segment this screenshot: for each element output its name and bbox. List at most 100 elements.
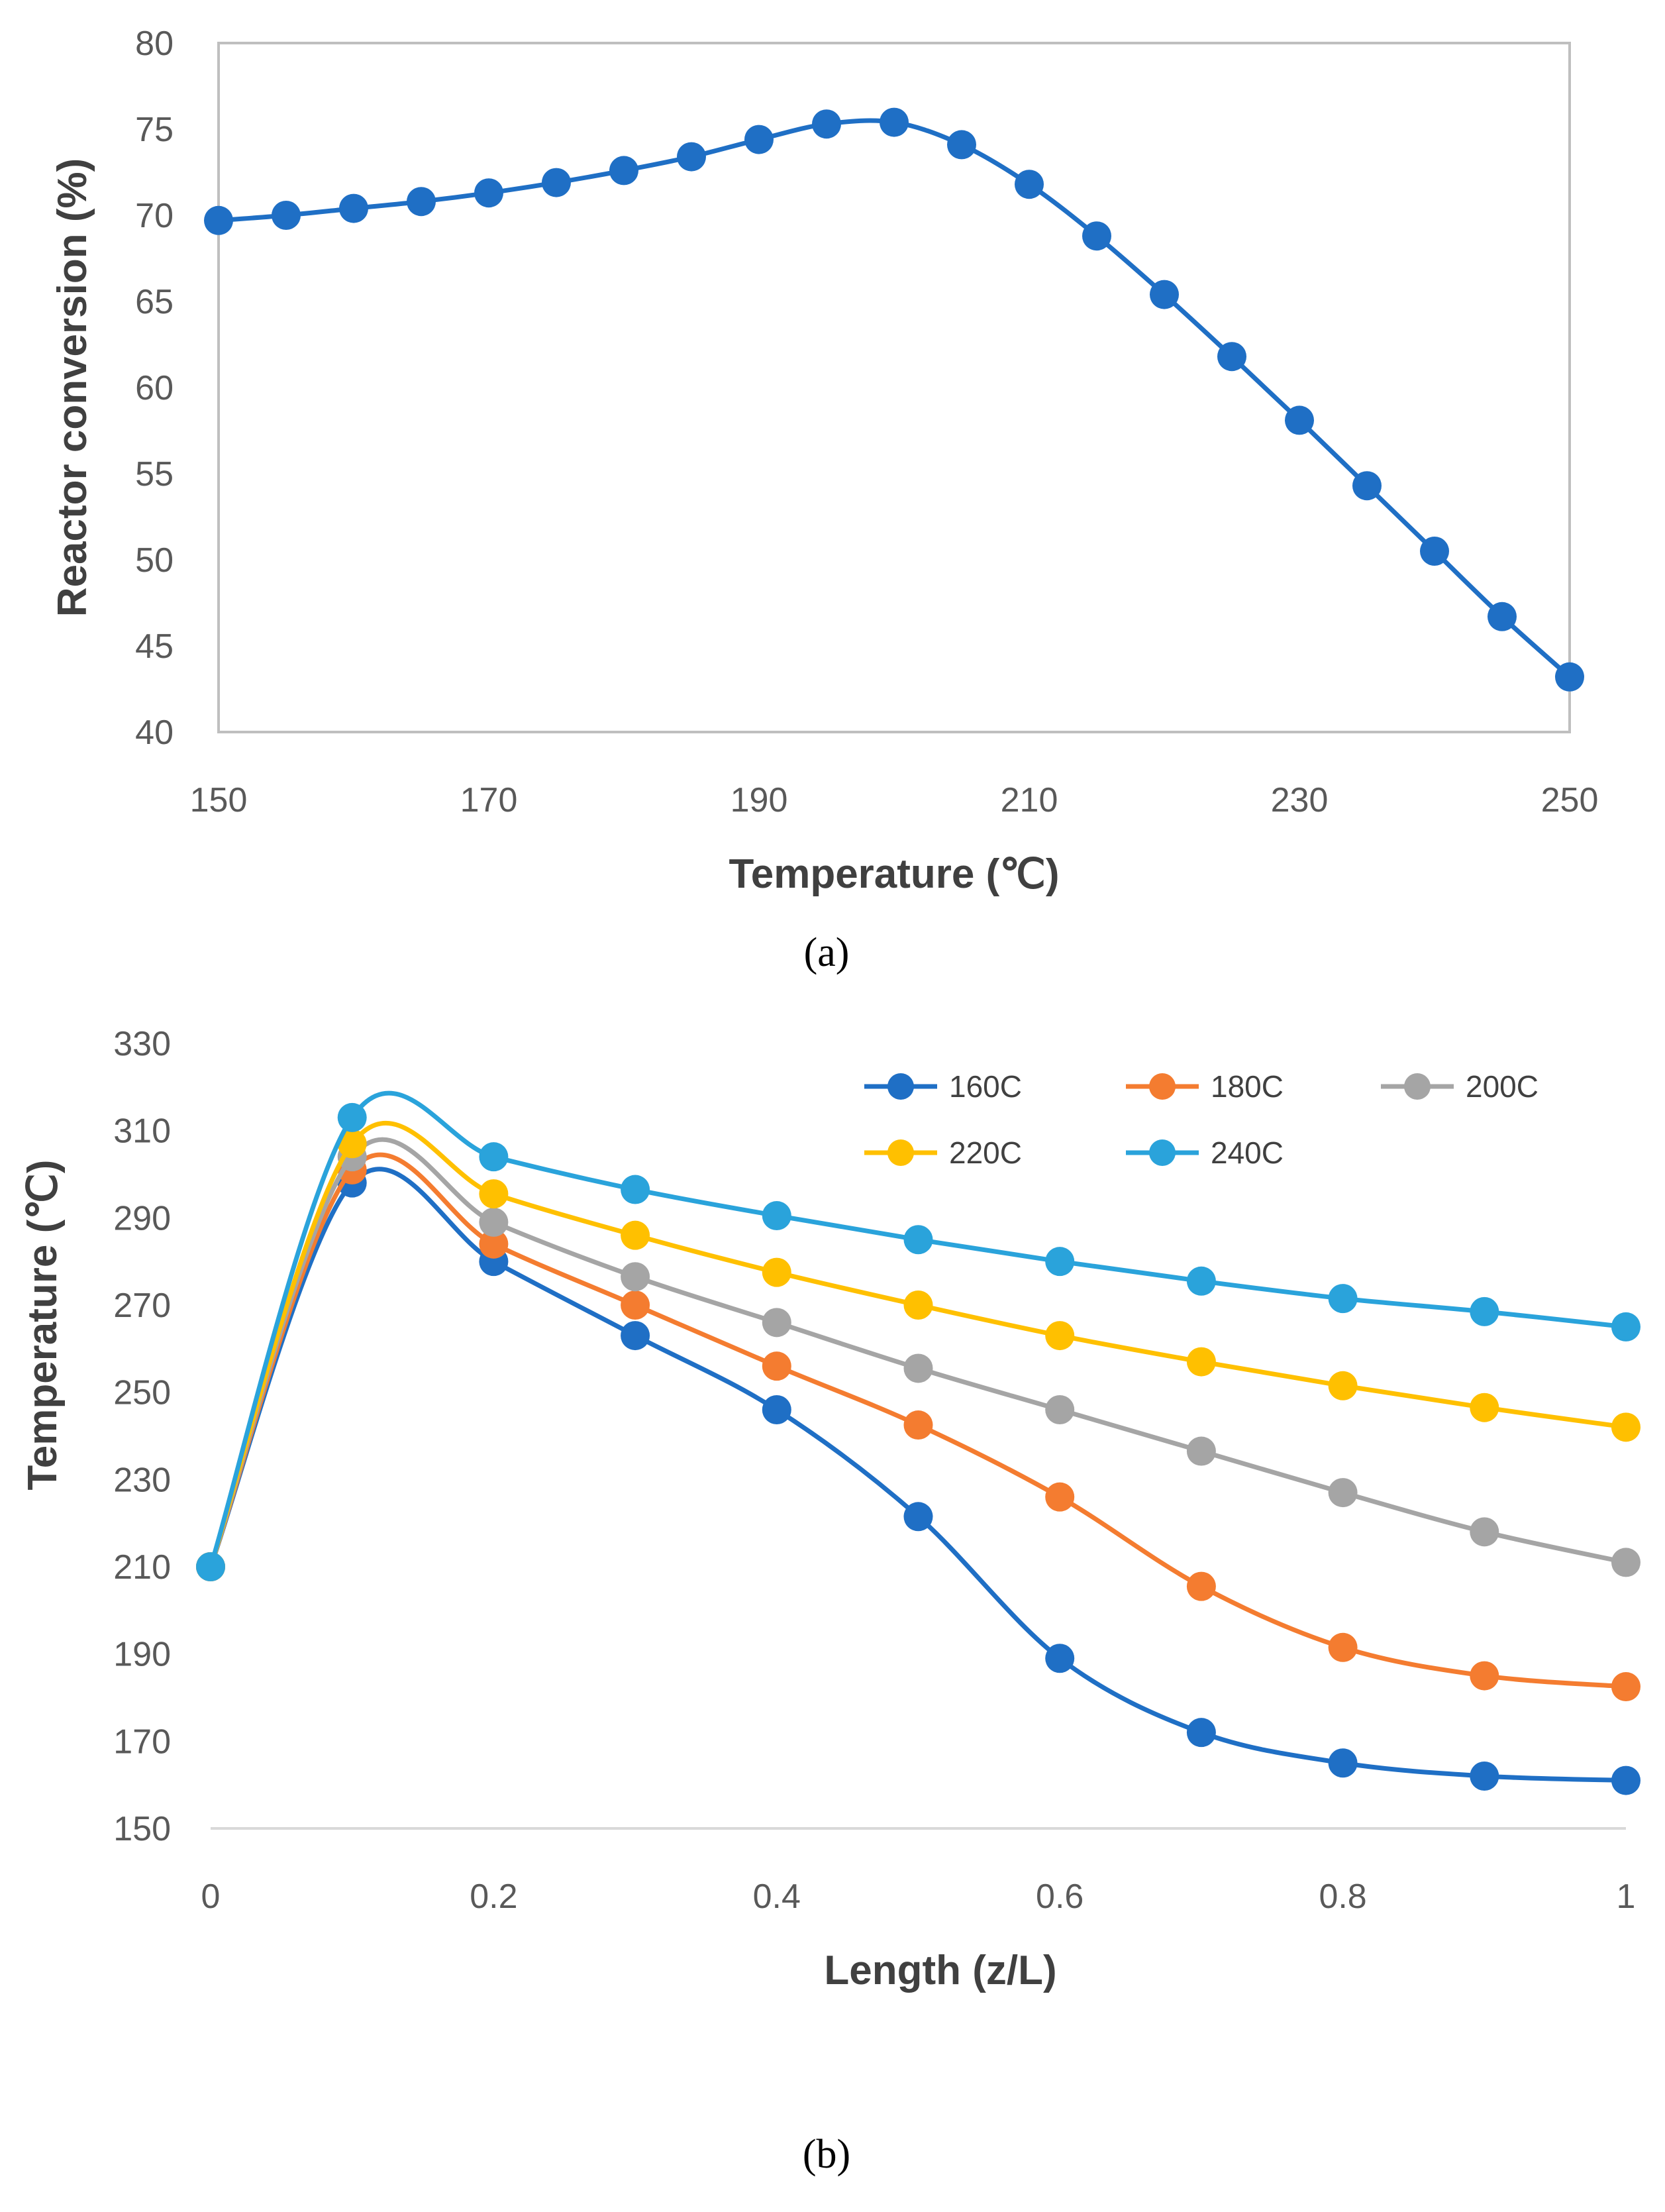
panel-b-data-point xyxy=(1186,1571,1216,1601)
panel-b-y-tick-labels: 150 170 190 210 230 250 270 290 310 330 xyxy=(113,1025,171,1848)
panel-a-data-point xyxy=(204,205,233,235)
panel-a-x-tick-label: 250 xyxy=(1541,781,1599,819)
panel-a-data-point xyxy=(1082,221,1111,251)
panel-b-y-tick-label: 290 xyxy=(113,1199,171,1238)
legend-label: 200C xyxy=(1466,1069,1539,1104)
panel-b-data-point xyxy=(903,1502,933,1532)
legend-item-240C: 240C xyxy=(1126,1135,1284,1170)
panel-b-data-point xyxy=(1186,1436,1216,1466)
panel-b-data-point xyxy=(903,1225,933,1255)
panel-b-data-point xyxy=(1611,1312,1640,1342)
panel-b-data-point xyxy=(479,1179,509,1209)
panel-b-x-tick-label: 0.4 xyxy=(753,1877,801,1916)
panel-b-y-tick-label: 210 xyxy=(113,1548,171,1587)
panel-b-data-point xyxy=(1470,1517,1499,1547)
panel-b-data-point xyxy=(1328,1478,1358,1508)
panel-b-data-point xyxy=(1186,1718,1216,1748)
legend-marker xyxy=(887,1139,914,1166)
panel-b-y-tick-label: 190 xyxy=(113,1636,171,1674)
panel-b-data-point xyxy=(903,1290,933,1320)
panel-a-data-point xyxy=(677,142,706,172)
panel-b-series-line xyxy=(208,1121,1627,1568)
panel-b-data-point xyxy=(1611,1765,1640,1795)
panel-a-y-tick-label: 40 xyxy=(135,713,174,752)
panel-b-data-point xyxy=(762,1201,791,1231)
panel-a-data-point xyxy=(880,107,909,137)
panel-a-data-point xyxy=(1352,471,1382,501)
panel-b-data-point xyxy=(762,1308,791,1338)
panel-b-data-point xyxy=(621,1290,650,1320)
panel-a-x-tick-labels: 150 170 190 210 230 250 xyxy=(190,781,1599,819)
panel-b-data-point xyxy=(621,1175,650,1204)
panel-b-y-tick-label: 150 xyxy=(113,1810,171,1848)
panel-a-data-point xyxy=(744,125,774,154)
panel-b-series-line xyxy=(208,1090,1627,1568)
panel-b-y-tick-label: 270 xyxy=(113,1287,171,1325)
panel-a-data-point xyxy=(1150,280,1179,309)
panel-b-data-point xyxy=(1186,1347,1216,1377)
panel-b-data-point xyxy=(621,1262,650,1292)
panel-b-data-point xyxy=(621,1220,650,1250)
panel-b-data-point xyxy=(903,1353,933,1383)
panel-b-data-point xyxy=(1470,1762,1499,1791)
panel-a-chart: 40 45 50 55 60 65 70 75 80 150 170 190 210 230 250 Te… xyxy=(50,25,1598,975)
panel-b-x-tick-label: 0.8 xyxy=(1319,1877,1366,1916)
panel-b-x-tick-label: 0.2 xyxy=(470,1877,517,1916)
panel-a-y-tick-label: 65 xyxy=(135,283,174,321)
panel-b-data-point xyxy=(1045,1644,1075,1673)
panel-a-data-point xyxy=(542,168,571,197)
panel-b-data-point xyxy=(479,1142,509,1172)
panel-b-data-point xyxy=(1186,1266,1216,1296)
panel-b-y-tick-label: 170 xyxy=(113,1722,171,1761)
panel-a-x-axis-title: Temperature (℃) xyxy=(729,851,1059,897)
panel-b-series-group xyxy=(196,1090,1640,1795)
panel-a-data-point xyxy=(947,130,976,160)
panel-a-data-point xyxy=(474,178,503,208)
panel-b-data-point xyxy=(1328,1284,1358,1314)
panel-b-y-tick-label: 250 xyxy=(113,1374,171,1412)
panel-b-data-point xyxy=(1611,1548,1640,1577)
panel-b-data-point xyxy=(479,1229,509,1259)
panel-a-x-tick-label: 190 xyxy=(731,781,788,819)
legend-marker xyxy=(1149,1073,1176,1100)
panel-a-series-markers xyxy=(204,107,1584,692)
panel-b-x-tick-labels: 0 0.2 0.4 0.6 0.8 1 xyxy=(201,1877,1636,1916)
panel-b-data-point xyxy=(621,1321,650,1351)
panel-b-y-tick-label: 310 xyxy=(113,1112,171,1151)
panel-b-data-point xyxy=(903,1410,933,1440)
panel-b-data-point xyxy=(1045,1247,1075,1277)
panel-a-data-point xyxy=(1285,405,1314,435)
panel-a-data-point xyxy=(1015,170,1044,199)
panel-a-data-point xyxy=(272,201,301,230)
panel-b-data-point xyxy=(1045,1482,1075,1512)
panel-a-y-tick-label: 60 xyxy=(135,369,174,407)
panel-b-caption: (b) xyxy=(803,2132,850,2177)
panel-a-data-point xyxy=(609,156,638,185)
panel-b-series-line xyxy=(208,1167,1627,1783)
panel-a-data-point xyxy=(1555,662,1584,692)
legend-item-180C: 180C xyxy=(1126,1069,1284,1104)
panel-a-data-point xyxy=(1488,602,1517,631)
panel-a-data-point xyxy=(407,187,436,217)
panel-b-data-point xyxy=(762,1351,791,1381)
legend-item-200C: 200C xyxy=(1381,1069,1539,1104)
panel-a-data-point xyxy=(339,193,368,223)
panel-a-x-tick-label: 210 xyxy=(1001,781,1058,819)
panel-a-y-tick-label: 75 xyxy=(135,111,174,149)
panel-b-legend: 160C 180C 200C 220C 240C xyxy=(864,1069,1539,1170)
panel-b-chart: 150 170 190 210 230 250 270 290 310 330 0 0.2 0.4 0.… xyxy=(20,1025,1640,2177)
legend-label: 240C xyxy=(1211,1135,1284,1170)
panel-b-series-line xyxy=(208,1137,1627,1568)
panel-b-data-point xyxy=(1328,1748,1358,1778)
panel-b-data-point xyxy=(1328,1632,1358,1662)
panel-b-data-point xyxy=(337,1129,367,1159)
panel-b-x-tick-label: 0.6 xyxy=(1036,1877,1084,1916)
legend-marker xyxy=(1149,1139,1176,1166)
panel-b-series-180C xyxy=(196,1152,1640,1702)
legend-marker xyxy=(887,1073,914,1100)
legend-marker xyxy=(1404,1073,1431,1100)
panel-a-y-tick-label: 70 xyxy=(135,197,174,235)
panel-a-data-point xyxy=(1420,537,1449,566)
legend-label: 160C xyxy=(949,1069,1022,1104)
